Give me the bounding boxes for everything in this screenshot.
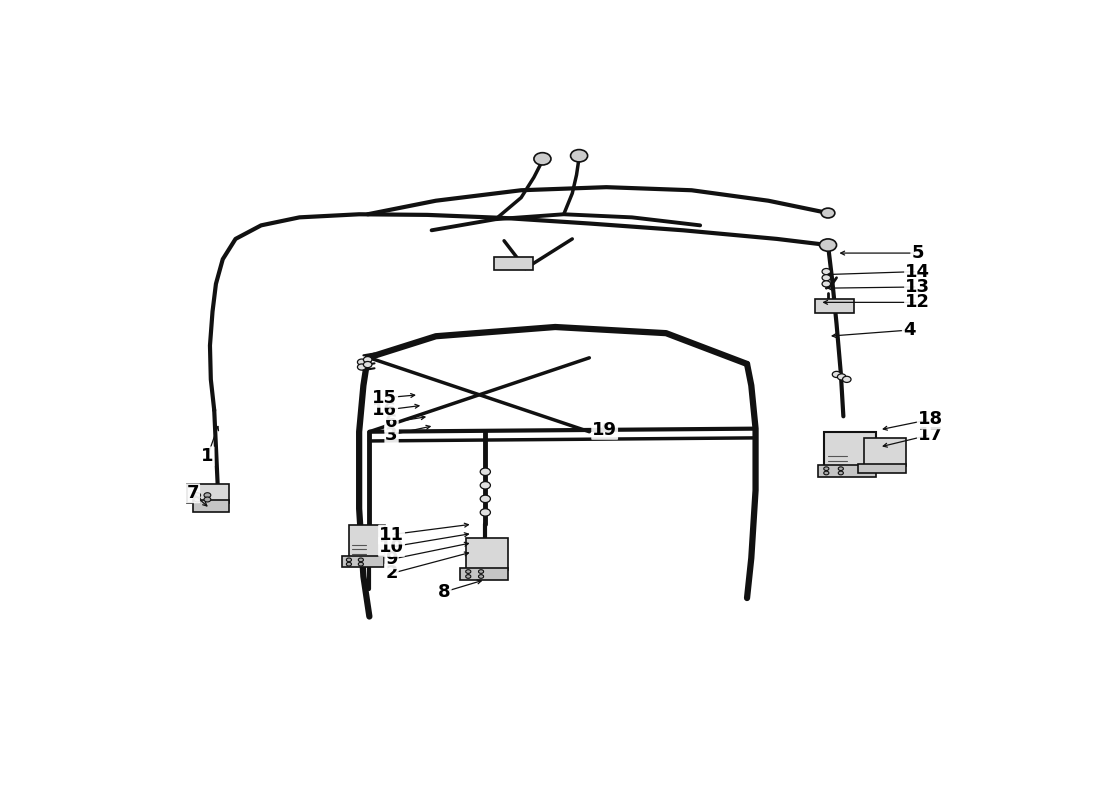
Circle shape [204, 493, 211, 498]
Bar [817, 465, 876, 477]
Circle shape [478, 574, 484, 578]
Bar [465, 538, 508, 570]
Text: 10: 10 [379, 538, 404, 556]
Text: 15: 15 [372, 389, 397, 407]
Bar [815, 298, 854, 313]
Bar [349, 526, 385, 558]
Circle shape [478, 570, 484, 574]
Circle shape [465, 574, 471, 578]
Text: 5: 5 [911, 244, 924, 262]
Circle shape [571, 150, 587, 162]
Text: 7: 7 [187, 484, 199, 502]
Text: 12: 12 [905, 294, 930, 311]
Circle shape [838, 467, 844, 470]
Circle shape [346, 562, 352, 566]
Circle shape [824, 467, 829, 470]
Circle shape [481, 482, 491, 489]
Circle shape [481, 468, 491, 475]
Text: 4: 4 [903, 321, 915, 339]
Text: 16: 16 [372, 401, 397, 419]
Circle shape [838, 471, 844, 475]
Text: 17: 17 [917, 426, 943, 444]
Circle shape [194, 497, 200, 502]
Circle shape [363, 362, 372, 368]
Text: 8: 8 [438, 583, 451, 601]
Circle shape [481, 509, 491, 516]
Circle shape [833, 371, 840, 378]
Text: 2: 2 [385, 565, 398, 582]
Circle shape [822, 281, 830, 287]
Circle shape [204, 497, 211, 502]
Circle shape [359, 562, 363, 566]
Text: 6: 6 [385, 414, 398, 431]
Bar [192, 500, 229, 512]
Bar [494, 257, 532, 270]
Circle shape [481, 495, 491, 502]
Circle shape [822, 274, 830, 281]
Text: 1: 1 [201, 447, 213, 466]
Circle shape [534, 153, 551, 165]
Text: 3: 3 [385, 426, 398, 444]
Bar [864, 438, 906, 466]
Circle shape [194, 493, 200, 498]
Text: 18: 18 [917, 410, 943, 429]
Bar [460, 568, 508, 579]
Circle shape [465, 570, 471, 574]
Circle shape [358, 359, 366, 365]
Text: 9: 9 [385, 550, 398, 568]
Circle shape [837, 374, 846, 380]
Bar [342, 555, 384, 567]
Circle shape [359, 558, 363, 562]
Circle shape [843, 376, 851, 382]
Circle shape [820, 239, 837, 251]
Circle shape [346, 558, 352, 562]
Circle shape [822, 269, 830, 274]
Circle shape [358, 364, 366, 370]
Text: 14: 14 [905, 262, 930, 281]
Circle shape [822, 208, 835, 218]
Bar [858, 464, 906, 473]
Text: 13: 13 [905, 278, 930, 296]
Text: 11: 11 [379, 526, 404, 543]
Bar [824, 432, 876, 467]
Text: 19: 19 [592, 421, 617, 439]
Circle shape [824, 471, 829, 475]
Bar [187, 484, 229, 502]
Circle shape [363, 357, 372, 362]
